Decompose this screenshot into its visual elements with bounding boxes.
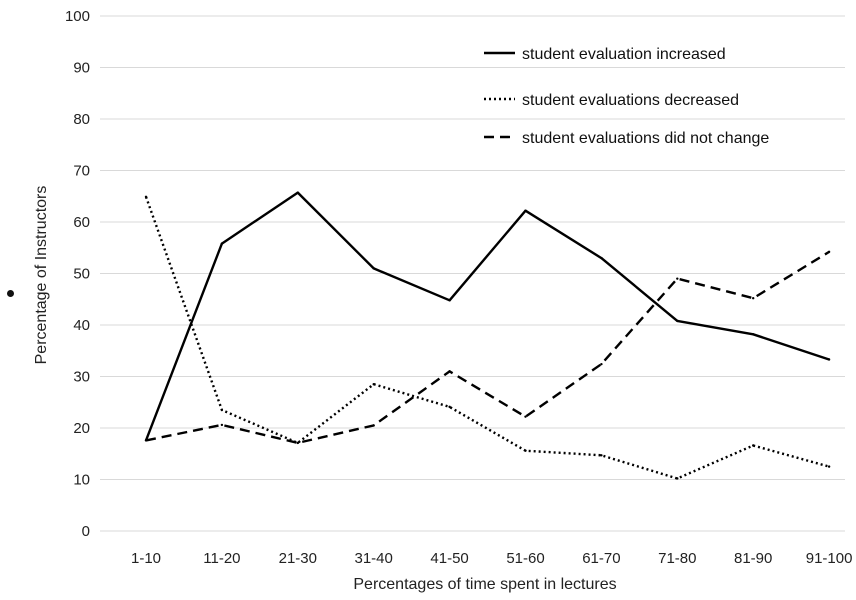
y-tick-label: 10	[73, 472, 90, 489]
data-point	[600, 256, 603, 260]
x-tick-label: 51-60	[506, 550, 544, 567]
y-tick-label: 100	[65, 8, 90, 25]
data-point	[827, 358, 831, 361]
x-tick-label: 21-30	[279, 550, 317, 567]
data-point	[524, 209, 527, 212]
data-point	[752, 297, 755, 300]
data-point	[448, 299, 451, 302]
data-point	[372, 267, 375, 270]
y-tick-label: 80	[73, 111, 90, 128]
y-tick-label: 70	[73, 163, 90, 180]
series-line-solid	[144, 191, 830, 441]
data-point	[827, 465, 831, 468]
data-point	[752, 444, 755, 447]
x-tick-label: 41-50	[430, 550, 468, 567]
legend-label: student evaluation increased	[522, 46, 726, 63]
x-tick-labels: 1-10 11-20 21-30 31-40 41-50 51-60 61-70 71-80 8…	[131, 550, 852, 567]
series-line-dotted	[144, 196, 830, 480]
series-lines	[144, 191, 831, 480]
data-point	[448, 405, 451, 409]
data-point	[144, 439, 148, 442]
y-tick-label: 50	[73, 266, 90, 283]
data-point	[448, 370, 451, 373]
legend: student evaluation increased student eval…	[484, 46, 769, 147]
y-axis-title: Percentage of Instructors	[33, 186, 50, 365]
data-point	[752, 333, 755, 336]
data-point	[144, 195, 148, 198]
y-tick-labels: 0 10 20 30 40 50 60 70 80 90 100	[65, 8, 90, 540]
data-point	[372, 383, 375, 386]
x-tick-label: 81-90	[734, 550, 772, 567]
data-point	[372, 424, 375, 427]
legend-label: student evaluations did not change	[522, 130, 769, 147]
data-point	[220, 408, 224, 412]
bullet-marker	[7, 290, 14, 297]
data-point	[524, 415, 527, 418]
data-point	[676, 477, 679, 480]
y-tick-label: 30	[73, 369, 90, 386]
y-tick-label: 90	[73, 60, 90, 77]
data-point	[600, 454, 603, 457]
x-tick-label: 1-10	[131, 550, 161, 567]
data-point	[600, 362, 603, 366]
y-tick-label: 20	[73, 420, 90, 437]
x-tick-label: 71-80	[658, 550, 696, 567]
series-line-dashed	[145, 250, 830, 445]
legend-label: student evaluations decreased	[522, 92, 739, 109]
x-tick-label: 61-70	[582, 550, 620, 567]
data-point	[676, 319, 679, 323]
data-point	[524, 449, 527, 452]
y-tick-label: 60	[73, 214, 90, 231]
data-point	[220, 242, 224, 245]
data-point	[676, 277, 679, 280]
x-tick-label: 31-40	[355, 550, 393, 567]
data-point	[296, 441, 299, 445]
x-tick-label: 91-100	[806, 550, 853, 567]
data-point	[296, 191, 299, 194]
data-point	[220, 423, 224, 427]
data-point	[827, 250, 831, 254]
x-axis-title: Percentages of time spent in lectures	[353, 576, 616, 593]
x-tick-label: 11-20	[203, 550, 240, 567]
y-tick-label: 0	[82, 523, 90, 540]
y-tick-label: 40	[73, 317, 90, 334]
